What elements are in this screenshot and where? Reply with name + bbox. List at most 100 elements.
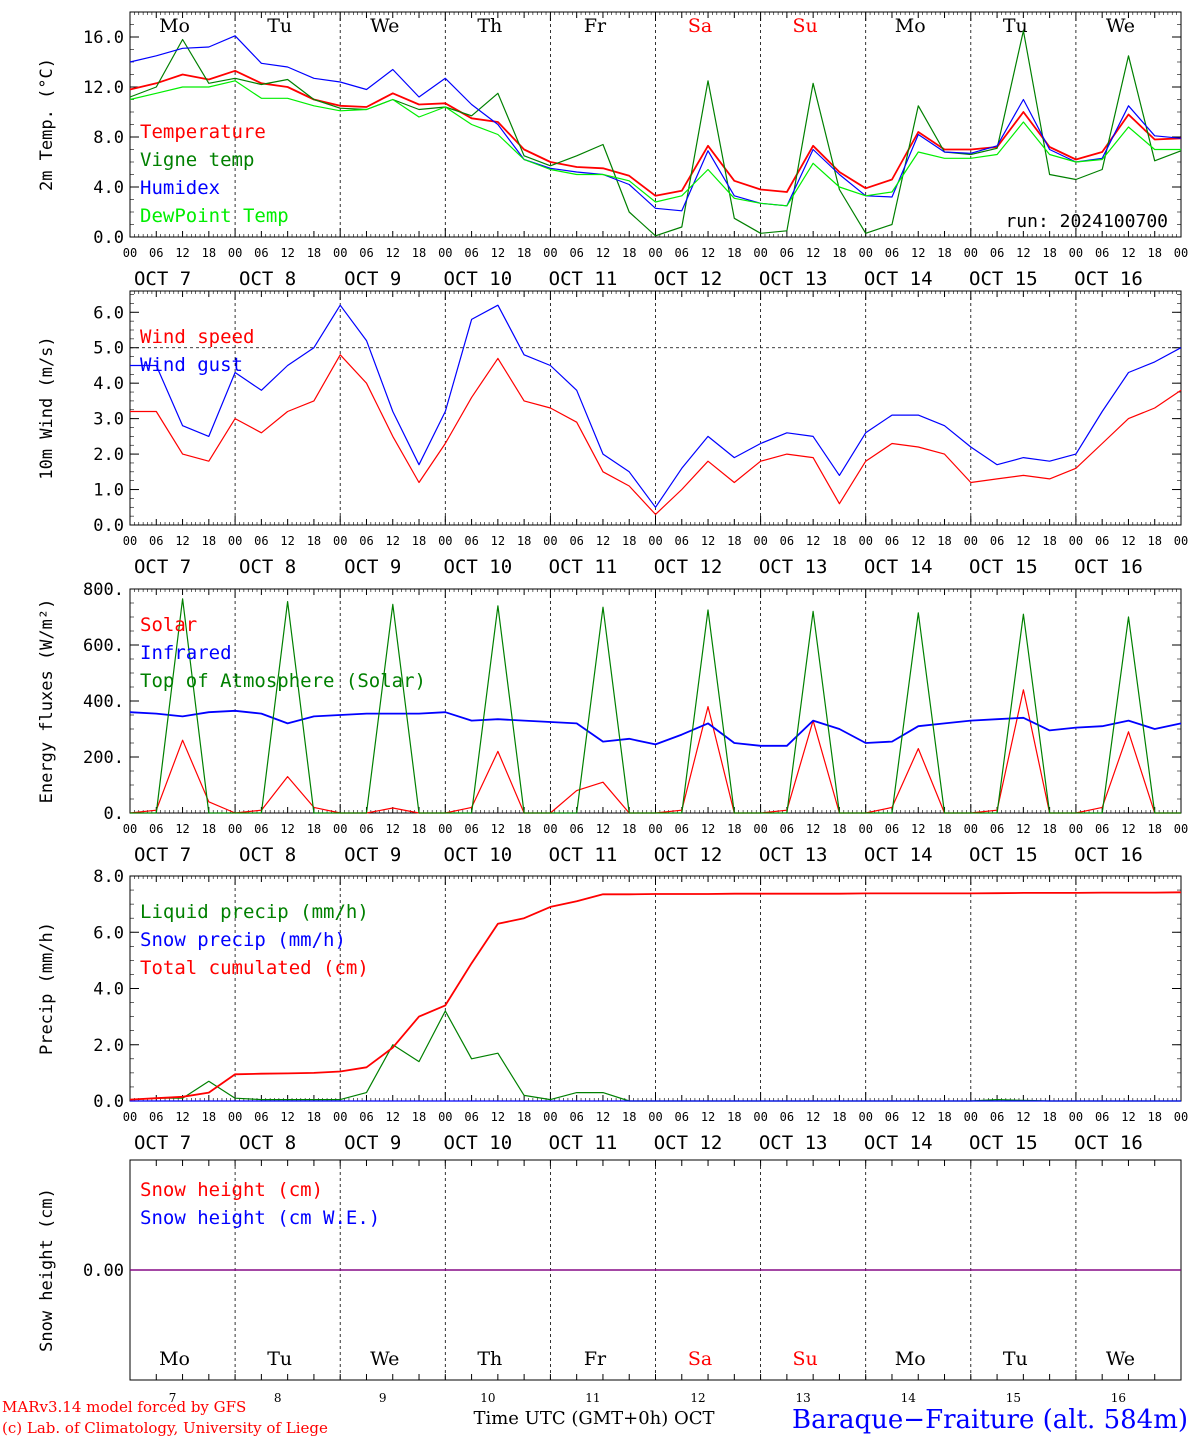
legend-entry-2: Infrared	[140, 642, 232, 664]
series-line-3	[129, 35, 1182, 212]
date-label: OCT 7	[134, 844, 191, 866]
hour-tick-label: 18	[727, 1110, 741, 1124]
hour-tick-label: 06	[780, 246, 794, 260]
date-label: OCT 9	[344, 556, 401, 578]
date-label: OCT 12	[654, 268, 723, 290]
y-tick-label: 400.	[83, 692, 124, 712]
date-label: OCT 15	[969, 556, 1038, 578]
legend-entry-3: Humidex	[140, 177, 220, 199]
y-tick-label: 12.0	[83, 78, 124, 98]
hour-tick-label: 06	[1095, 246, 1109, 260]
hour-tick-label: 06	[464, 534, 478, 548]
hour-tick-label: 00	[228, 246, 242, 260]
hour-tick-label: 00	[1069, 1110, 1083, 1124]
run-label: run: 2024100700	[1005, 211, 1168, 232]
hour-tick-label: 18	[937, 1110, 951, 1124]
hour-tick-label: 12	[911, 1110, 925, 1124]
hour-tick-label: 00	[858, 822, 872, 836]
hour-tick-label: 12	[596, 1110, 610, 1124]
day-number-label: 12	[690, 1391, 705, 1405]
day-name-label: Sa	[688, 15, 712, 37]
hour-tick-label: 00	[228, 822, 242, 836]
day-number-label: 13	[796, 1391, 811, 1405]
panel-2: 00 06 12 18 00 06 12 18 00 06 12 18 00 06 12 18 00 06 12 18…	[37, 290, 1188, 578]
hour-tick-label: 12	[280, 1110, 294, 1124]
date-label: OCT 7	[134, 556, 191, 578]
hour-tick-label: 18	[622, 822, 636, 836]
series-line-3	[129, 891, 1182, 1101]
hour-tick-label: 00	[228, 534, 242, 548]
hour-tick-label: 12	[596, 534, 610, 548]
hour-tick-label: 12	[806, 246, 820, 260]
hour-tick-label: 18	[517, 246, 531, 260]
day-name-label: Th	[477, 1348, 502, 1370]
day-number-label: 8	[274, 1391, 282, 1405]
hour-tick-label: 06	[990, 534, 1004, 548]
date-label: OCT 8	[239, 268, 296, 290]
series-line-1	[130, 354, 1182, 516]
day-name-label: Tu	[267, 1348, 292, 1370]
hour-tick-label: 18	[307, 822, 321, 836]
hour-tick-label: 06	[1095, 822, 1109, 836]
legend-entry-2: Wind gust	[140, 354, 243, 376]
hour-tick-label: 00	[648, 822, 662, 836]
hour-tick-label: 06	[990, 1110, 1004, 1124]
hour-tick-label: 12	[1016, 534, 1030, 548]
hour-tick-label: 18	[832, 534, 846, 548]
date-label: OCT 15	[969, 268, 1038, 290]
date-label: OCT 11	[549, 556, 618, 578]
hour-tick-label: 06	[780, 534, 794, 548]
date-label: OCT 15	[969, 844, 1038, 866]
y-tick-label: 0.0	[93, 1092, 124, 1112]
hour-tick-label: 00	[438, 1110, 452, 1124]
hour-tick-label: 06	[780, 1110, 794, 1124]
hour-tick-label: 06	[359, 1110, 373, 1124]
hour-tick-label: 12	[1121, 822, 1135, 836]
hour-tick-label: 12	[701, 246, 715, 260]
hour-tick-label: 18	[1147, 534, 1161, 548]
date-label: OCT 7	[134, 1132, 191, 1154]
day-name-label: Mo	[895, 1348, 926, 1370]
day-name-label: Sa	[688, 1348, 712, 1370]
y-axis-label: 2m Temp. (°C)	[37, 58, 57, 191]
hour-tick-label: 06	[675, 246, 689, 260]
y-tick-label: 2.0	[93, 445, 124, 465]
hour-tick-label: 00	[123, 246, 137, 260]
series-line-4	[129, 80, 1181, 207]
panel-1: 00 06 12 18 00 06 12 18 00 06 12 18 00 06 12 18 00 06 12 18…	[37, 11, 1188, 290]
hour-tick-label: 00	[648, 246, 662, 260]
date-label: OCT 12	[654, 844, 723, 866]
hour-tick-label: 18	[937, 822, 951, 836]
plot-frame	[129, 588, 1182, 814]
hour-tick-label: 00	[1174, 1110, 1188, 1124]
hour-tick-label: 06	[675, 822, 689, 836]
hour-tick-label: 00	[123, 1110, 137, 1124]
hour-tick-label: 18	[517, 1110, 531, 1124]
hour-tick-label: 00	[1174, 246, 1188, 260]
hour-tick-label: 00	[964, 822, 978, 836]
day-number-label: 11	[585, 1391, 600, 1405]
hour-tick-label: 06	[569, 1110, 583, 1124]
hour-tick-label: 06	[569, 534, 583, 548]
y-tick-label: 6.0	[93, 923, 124, 943]
hour-tick-label: 12	[1121, 1110, 1135, 1124]
date-label: OCT 13	[759, 1132, 828, 1154]
y-tick-label: 8.0	[93, 867, 124, 887]
hour-tick-label: 06	[990, 822, 1004, 836]
hour-tick-label: 12	[491, 246, 505, 260]
date-label: OCT 15	[969, 1132, 1038, 1154]
hour-tick-label: 18	[202, 246, 216, 260]
legend-entry-4: DewPoint Temp	[140, 205, 289, 227]
date-label: OCT 8	[239, 844, 296, 866]
date-label: OCT 13	[759, 844, 828, 866]
hour-tick-label: 18	[832, 246, 846, 260]
hour-tick-label: 06	[569, 246, 583, 260]
hour-tick-label: 00	[333, 534, 347, 548]
series-line-2	[129, 709, 1182, 747]
hour-tick-label: 00	[858, 1110, 872, 1124]
hour-tick-label: 06	[254, 534, 268, 548]
y-axis-label: Snow height (cm)	[37, 1188, 57, 1352]
date-label: OCT 14	[864, 268, 933, 290]
hour-tick-label: 18	[412, 534, 426, 548]
